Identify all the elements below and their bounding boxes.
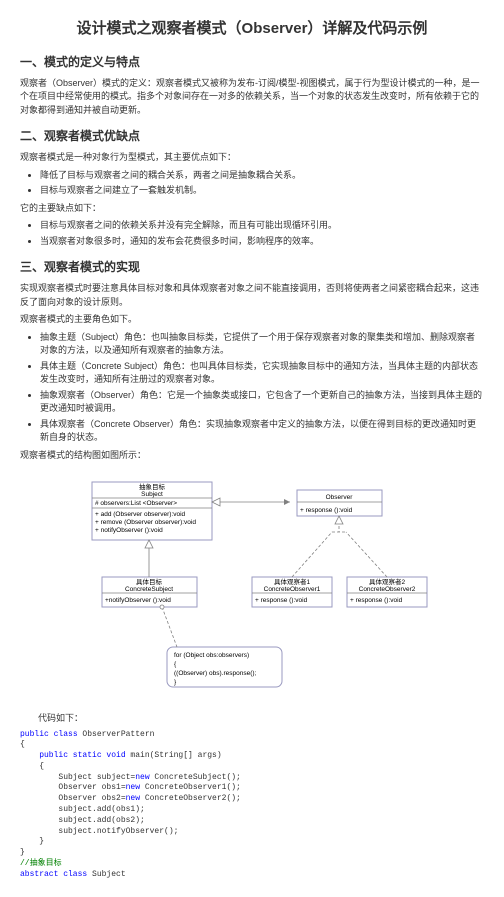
svg-text:+ response ():void: + response ():void [300,507,353,514]
svg-text:for (Object obs:observers): for (Object obs:observers) [174,652,249,659]
svg-text:+notifyObserver ():void: +notifyObserver ():void [105,597,171,604]
svg-text:ConcreteSubject: ConcreteSubject [125,586,173,593]
section-1-heading: 一、模式的定义与特点 [20,53,484,71]
section-2-para-2: 它的主要缺点如下： [20,202,484,216]
section-2-heading: 二、观察者模式优缺点 [20,127,484,145]
svg-text:((Observer) obs).response();: ((Observer) obs).response(); [174,670,257,677]
svg-text:Subject: Subject [141,491,163,498]
roles-list: 抽象主题（Subject）角色：也叫抽象目标类，它提供了一个用于保存观察者对象的… [20,331,484,445]
svg-text:+ response ():void: + response ():void [350,597,403,604]
svg-text:+ add (Observer observer):void: + add (Observer observer):void [95,511,186,518]
list-item: 当观察者对象很多时，通知的发布会花费很多时间，影响程序的效率。 [40,235,484,249]
list-item: 目标与观察者之间建立了一套触发机制。 [40,184,484,198]
svg-text:+ remove (Observer observer):v: + remove (Observer observer):void [95,519,196,526]
disadvantages-list: 目标与观察者之间的依赖关系并没有完全解除，而且有可能出现循环引用。 当观察者对象… [20,219,484,248]
section-3-para-1: 实现观察者模式时要注意具体目标对象和具体观察者对象之间不能直接调用，否则将使两者… [20,282,484,309]
list-item: 具体观察者（Concrete Observer）角色：实现抽象观察者中定义的抽象… [40,418,484,445]
svg-text:ConcreteObserver2: ConcreteObserver2 [359,586,416,593]
svg-text:# observers:List <Observer>: # observers:List <Observer> [95,500,177,507]
section-3-para-2: 观察者模式的主要角色如下。 [20,313,484,327]
svg-text:+ notifyObserver ():void: + notifyObserver ():void [95,527,163,534]
svg-text:具体观察者2: 具体观察者2 [369,577,406,586]
svg-text:+ response ():void: + response ():void [255,597,308,604]
section-1-para: 观察者（Observer）模式的定义：观察者模式又被称为发布-订阅/模型-视图模… [20,77,484,118]
list-item: 降低了目标与观察者之间的耦合关系，两者之间是抽象耦合关系。 [40,169,484,183]
section-3-para-3: 观察者模式的结构图如图所示： [20,449,484,463]
code-block: public class ObserverPattern { public st… [20,730,484,881]
svg-text:具体目标: 具体目标 [136,577,163,586]
list-item: 抽象主题（Subject）角色：也叫抽象目标类，它提供了一个用于保存观察者对象的… [40,331,484,358]
code-label: 代码如下： [20,712,484,726]
advantages-list: 降低了目标与观察者之间的耦合关系，两者之间是抽象耦合关系。 目标与观察者之间建立… [20,169,484,198]
list-item: 具体主题（Concrete Subject）角色：也叫具体目标类，它实现抽象目标… [40,360,484,387]
svg-text:具体观察者1: 具体观察者1 [274,577,311,586]
svg-text:ConcreteObserver1: ConcreteObserver1 [264,586,321,593]
list-item: 抽象观察者（Observer）角色：它是一个抽象类或接口，它包含了一个更新自己的… [40,389,484,416]
section-2-para-1: 观察者模式是一种对象行为型模式，其主要优点如下： [20,151,484,165]
svg-text:抽象目标: 抽象目标 [139,482,166,491]
section-3-heading: 三、观察者模式的实现 [20,258,484,276]
list-item: 目标与观察者之间的依赖关系并没有完全解除，而且有可能出现循环引用。 [40,219,484,233]
svg-text:Observer: Observer [326,494,354,501]
page-title: 设计模式之观察者模式（Observer）详解及代码示例 [20,18,484,41]
uml-diagram: .box { fill:#fff; stroke:#9a9ac0; stroke… [62,472,442,702]
